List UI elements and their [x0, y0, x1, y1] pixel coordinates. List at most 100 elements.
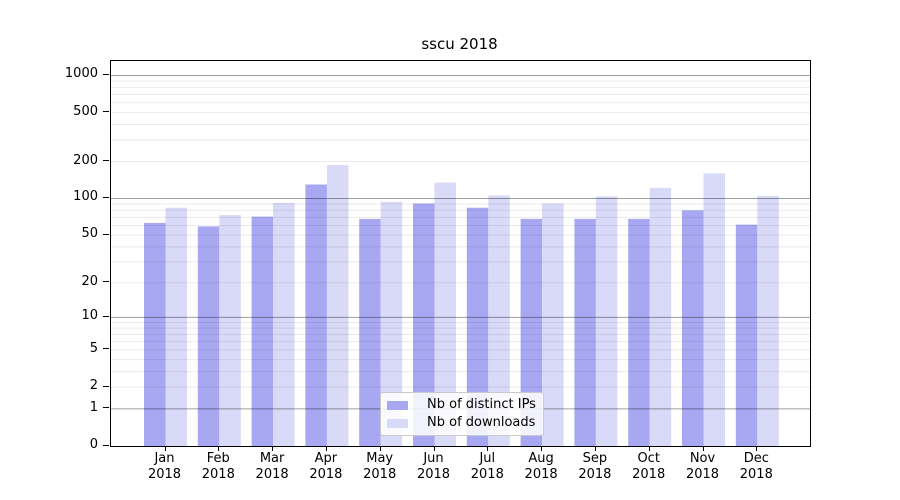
x-label-year: 2018: [201, 467, 235, 482]
x-label-year: 2018: [578, 467, 612, 482]
x-tick-mark: [379, 446, 381, 451]
x-label-year: 2018: [524, 467, 558, 482]
x-label-month: Jan: [154, 451, 175, 466]
bar-distinct-ips: [359, 218, 381, 446]
x-tick-label: Jan 2018: [133, 451, 197, 483]
y-tick-label: 0: [89, 437, 98, 452]
x-tick-mark: [756, 446, 758, 451]
bar-downloads: [757, 195, 779, 446]
plot-area: Nb of distinct IPs Nb of downloads: [110, 60, 811, 447]
x-label-year: 2018: [739, 467, 773, 482]
y-tick-label: 5: [89, 340, 98, 356]
bar-downloads: [380, 201, 403, 446]
x-tick-label: Jun 2018: [402, 451, 466, 483]
x-tick-mark: [487, 446, 489, 451]
x-label-month: Mar: [259, 451, 285, 466]
y-tick-label: 20: [81, 273, 98, 289]
x-label-year: 2018: [309, 467, 343, 482]
x-label-month: Sep: [582, 451, 608, 466]
bar-distinct-ips: [574, 218, 596, 446]
x-tick-mark: [325, 446, 327, 451]
bar-distinct-ips: [197, 226, 220, 446]
plot-canvas: [111, 74, 810, 446]
y-tick-label: 200: [73, 152, 98, 168]
x-tick-label: May 2018: [348, 451, 412, 483]
y-tick-mark: [103, 233, 109, 235]
x-tick-mark: [594, 446, 596, 451]
legend-swatch-downloads: [387, 418, 408, 428]
y-tick-label: 10: [81, 308, 98, 324]
x-label-month: Jul: [479, 451, 496, 466]
bar-downloads: [165, 207, 187, 446]
x-tick-label: Jul 2018: [455, 451, 519, 483]
bar-distinct-ips: [466, 207, 489, 446]
legend-label-downloads: Nb of downloads: [427, 415, 536, 430]
bar-downloads: [595, 196, 618, 446]
y-tick-label: 50: [81, 226, 98, 242]
y-tick-mark: [103, 160, 109, 162]
y-tick-mark: [103, 111, 109, 113]
x-tick-mark: [648, 446, 650, 451]
bar-downloads: [434, 182, 456, 446]
x-tick-label: Oct 2018: [617, 451, 681, 483]
x-label-month: Oct: [637, 451, 660, 466]
x-tick-mark: [164, 446, 166, 451]
x-tick-label: Aug 2018: [509, 451, 573, 483]
bar-distinct-ips: [305, 184, 327, 446]
y-tick-mark: [103, 196, 109, 198]
bar-distinct-ips: [251, 216, 274, 446]
legend-swatch-distinct-ips: [387, 400, 408, 410]
x-label-month: Dec: [743, 451, 769, 466]
y-tick-mark: [103, 444, 109, 446]
y-tick-mark: [103, 407, 109, 409]
x-label-year: 2018: [147, 467, 182, 482]
x-label-year: 2018: [416, 467, 451, 482]
legend-item-downloads: Nb of downloads: [387, 414, 543, 432]
x-label-year: 2018: [632, 467, 666, 482]
x-label-month: Feb: [206, 451, 230, 466]
y-tick-label: 1000: [64, 66, 98, 82]
bar-distinct-ips: [735, 224, 758, 446]
x-tick-label: Feb 2018: [186, 451, 250, 483]
bar-distinct-ips: [628, 218, 650, 446]
x-tick-label: Apr 2018: [294, 451, 358, 483]
bar-distinct-ips: [520, 218, 543, 446]
bar-downloads: [649, 187, 672, 446]
y-tick-mark: [103, 315, 109, 317]
bar-downloads: [273, 202, 295, 446]
bar-distinct-ips: [682, 210, 704, 446]
x-label-year: 2018: [470, 467, 504, 482]
y-tick-mark: [103, 281, 109, 283]
x-tick-mark: [541, 446, 543, 451]
legend-item-distinct-ips: Nb of distinct IPs: [387, 396, 543, 414]
x-label-month: Jun: [423, 451, 444, 466]
x-label-month: Nov: [689, 451, 716, 466]
x-label-month: Aug: [528, 451, 554, 466]
x-tick-label: Nov 2018: [671, 451, 735, 483]
bar-downloads: [219, 215, 241, 446]
x-tick-label: Sep 2018: [563, 451, 627, 483]
y-tick-mark: [103, 348, 109, 350]
x-tick-mark: [702, 446, 704, 451]
y-tick-label: 1: [89, 399, 98, 415]
x-label-month: May: [366, 451, 394, 466]
legend-label-distinct-ips: Nb of distinct IPs: [427, 397, 536, 412]
bar-downloads: [488, 195, 510, 446]
chart-title: sscu 2018: [421, 35, 498, 53]
bar-distinct-ips: [144, 222, 166, 446]
x-tick-label: Mar 2018: [240, 451, 304, 483]
y-tick-mark: [103, 73, 109, 75]
x-tick-label: Dec 2018: [724, 451, 788, 483]
x-tick-mark: [433, 446, 435, 451]
bar-downloads: [326, 165, 349, 446]
bar-downloads: [542, 203, 564, 446]
y-tick-label: 2: [89, 378, 98, 394]
y-tick-label: 500: [73, 103, 98, 119]
bar-distinct-ips: [413, 203, 435, 446]
legend: Nb of distinct IPs Nb of downloads: [380, 392, 544, 436]
x-label-month: Apr: [314, 451, 338, 466]
x-label-year: 2018: [363, 467, 397, 482]
x-label-year: 2018: [255, 467, 289, 482]
x-label-year: 2018: [685, 467, 720, 482]
